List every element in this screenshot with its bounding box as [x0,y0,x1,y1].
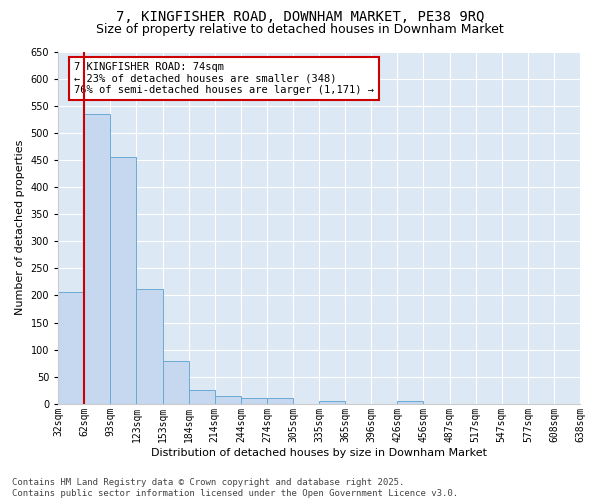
Bar [84,114,110,404]
Text: 7 KINGFISHER ROAD: 74sqm
← 23% of detached houses are smaller (348)
76% of semi-: 7 KINGFISHER ROAD: 74sqm ← 23% of detach… [74,62,374,96]
Bar [163,360,188,404]
Text: 7, KINGFISHER ROAD, DOWNHAM MARKET, PE38 9RQ: 7, KINGFISHER ROAD, DOWNHAM MARKET, PE38… [116,10,484,24]
Text: Size of property relative to detached houses in Downham Market: Size of property relative to detached ho… [96,22,504,36]
Bar [397,401,424,404]
Text: Contains HM Land Registry data © Crown copyright and database right 2025.
Contai: Contains HM Land Registry data © Crown c… [12,478,458,498]
Bar [136,289,163,404]
Bar [215,396,241,404]
X-axis label: Distribution of detached houses by size in Downham Market: Distribution of detached houses by size … [151,448,487,458]
Bar [58,292,84,404]
Bar [188,390,215,404]
Bar [110,157,136,404]
Bar [319,401,345,404]
Y-axis label: Number of detached properties: Number of detached properties [15,140,25,316]
Bar [241,398,267,404]
Bar [267,398,293,404]
